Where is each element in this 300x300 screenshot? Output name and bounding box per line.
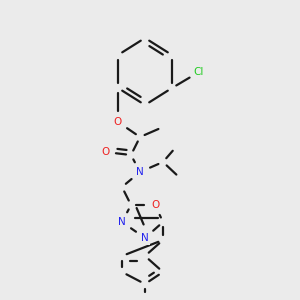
Text: O: O [114,117,122,127]
Text: O: O [151,200,159,210]
Text: Cl: Cl [194,67,204,77]
Text: N: N [141,233,149,243]
Text: N: N [136,167,144,177]
Text: N: N [118,217,126,227]
Text: O: O [101,147,109,157]
